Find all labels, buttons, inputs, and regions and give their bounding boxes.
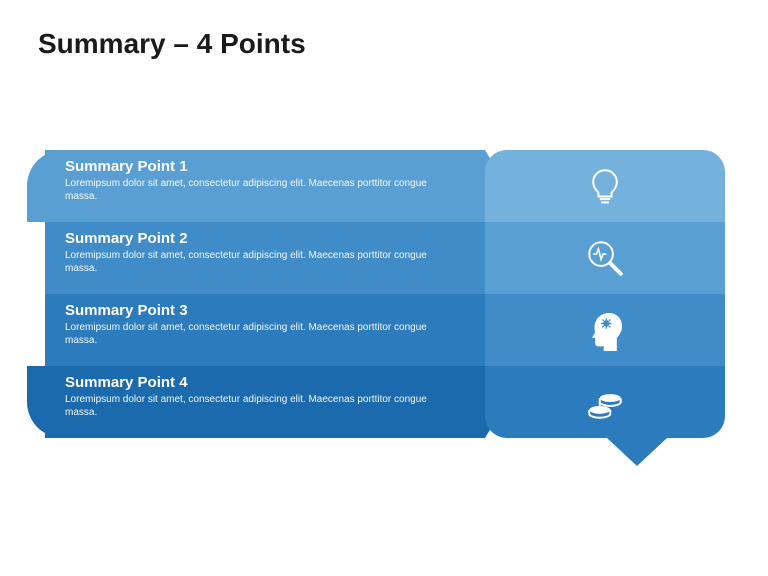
coins-icon bbox=[584, 381, 626, 423]
point-title: Summary Point 1 bbox=[65, 158, 435, 175]
point-text: Loremipsum dolor sit amet, consectetur a… bbox=[65, 321, 435, 347]
page-title: Summary – 4 Points bbox=[38, 28, 306, 60]
point-text: Loremipsum dolor sit amet, consectetur a… bbox=[65, 393, 435, 419]
point-text: Loremipsum dolor sit amet, consectetur a… bbox=[65, 177, 435, 203]
bubble-seg-2 bbox=[485, 222, 725, 294]
pulse-magnifier-icon bbox=[584, 237, 626, 279]
bubble-tail bbox=[607, 438, 667, 466]
summary-diagram: Summary Point 1 Loremipsum dolor sit ame… bbox=[45, 150, 725, 438]
bubble-seg-4 bbox=[485, 366, 725, 438]
summary-band-1: Summary Point 1 Loremipsum dolor sit ame… bbox=[45, 150, 485, 222]
bubble-seg-1 bbox=[485, 150, 725, 222]
summary-band-4: Summary Point 4 Loremipsum dolor sit ame… bbox=[45, 366, 485, 438]
lightbulb-icon bbox=[584, 165, 626, 207]
bubble-seg-3 bbox=[485, 294, 725, 366]
summary-row-4: Summary Point 4 Loremipsum dolor sit ame… bbox=[45, 366, 725, 438]
summary-band-2: Summary Point 2 Loremipsum dolor sit ame… bbox=[45, 222, 485, 294]
point-title: Summary Point 2 bbox=[65, 230, 435, 247]
point-title: Summary Point 4 bbox=[65, 374, 435, 391]
point-text: Loremipsum dolor sit amet, consectetur a… bbox=[65, 249, 435, 275]
head-gears-icon bbox=[584, 309, 626, 351]
summary-row-2: Summary Point 2 Loremipsum dolor sit ame… bbox=[45, 222, 725, 294]
summary-row-1: Summary Point 1 Loremipsum dolor sit ame… bbox=[45, 150, 725, 222]
summary-band-3: Summary Point 3 Loremipsum dolor sit ame… bbox=[45, 294, 485, 366]
summary-row-3: Summary Point 3 Loremipsum dolor sit ame… bbox=[45, 294, 725, 366]
point-title: Summary Point 3 bbox=[65, 302, 435, 319]
